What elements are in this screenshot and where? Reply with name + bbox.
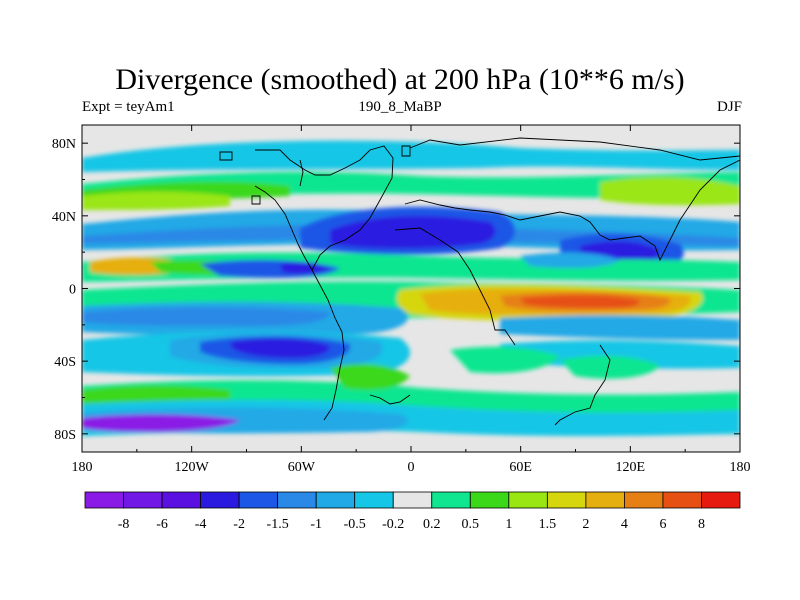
- colorbar-label: 2: [582, 517, 589, 532]
- colorbar-swatch: [277, 491, 317, 509]
- colorbar-swatch: [354, 491, 394, 509]
- x-tick-label: 180: [72, 460, 93, 475]
- colorbar-label: -8: [118, 517, 130, 532]
- colorbar-swatch: [161, 491, 201, 509]
- map-field: [82, 125, 740, 452]
- x-tick-label: 60E: [509, 460, 532, 475]
- x-tick-label: 120E: [616, 460, 646, 475]
- period-label: 190_8_MaBP: [358, 99, 442, 115]
- colorbar-swatch: [508, 491, 548, 509]
- colorbar-label: -6: [156, 517, 168, 532]
- y-tick-label: 0: [69, 283, 76, 298]
- colorbar-label: 0.5: [462, 517, 480, 532]
- colorbar-swatch: [123, 491, 163, 509]
- y-tick-label: 40S: [54, 355, 76, 370]
- colorbar-swatch: [701, 491, 741, 509]
- colorbar-swatch: [392, 491, 433, 509]
- colorbar-swatch: [662, 491, 702, 509]
- colorbar-label: 0.2: [423, 517, 441, 532]
- colorbar-swatch: [585, 491, 625, 509]
- x-tick-label: 60W: [288, 460, 316, 475]
- colorbar-swatch: [431, 491, 471, 509]
- colorbar-label: -0.5: [344, 517, 366, 532]
- colorbar-label: -4: [195, 517, 207, 532]
- colorbar-swatch: [315, 491, 356, 509]
- colorbar-swatch: [200, 491, 240, 509]
- y-tick-label: 80S: [54, 428, 76, 443]
- coastlines: [219, 137, 740, 426]
- chart-title: Divergence (smoothed) at 200 hPa (10**6 …: [115, 63, 685, 96]
- season-label: DJF: [716, 99, 742, 115]
- x-tick-label: 180: [730, 460, 751, 475]
- colorbar-label: 1: [505, 517, 512, 532]
- colorbar-label: 6: [659, 517, 666, 532]
- colorbar-label: 4: [621, 517, 628, 532]
- y-axis: 80N 40N 0 40S 80S: [52, 137, 740, 443]
- colorbar-swatch: [84, 491, 124, 509]
- y-tick-label: 40N: [52, 210, 76, 225]
- colorbar-label: -1.5: [267, 517, 289, 532]
- colorbar-swatch: [624, 491, 664, 509]
- colorbar-swatch: [238, 491, 279, 509]
- colorbar-label: 8: [698, 517, 705, 532]
- x-tick-label: 120W: [175, 460, 210, 475]
- x-axis: 180 120W 60W 0 60E 120E 180: [72, 125, 751, 475]
- colorbar-label: 1.5: [539, 517, 557, 532]
- colorbar-label: -0.2: [382, 517, 404, 532]
- colorbar: -8 -6 -4 -2 -1.5 -1 -0.5 -0.2 0.2 0.5 1 1.5 2 4 6 8: [84, 491, 741, 532]
- colorbar-label: -1: [310, 517, 322, 532]
- colorbar-swatch: [469, 491, 510, 509]
- colorbar-swatch: [546, 491, 587, 509]
- experiment-label: Expt = teyAm1: [82, 99, 175, 115]
- colorbar-label: -2: [233, 517, 245, 532]
- x-tick-label: 0: [408, 460, 415, 475]
- y-tick-label: 80N: [52, 137, 76, 152]
